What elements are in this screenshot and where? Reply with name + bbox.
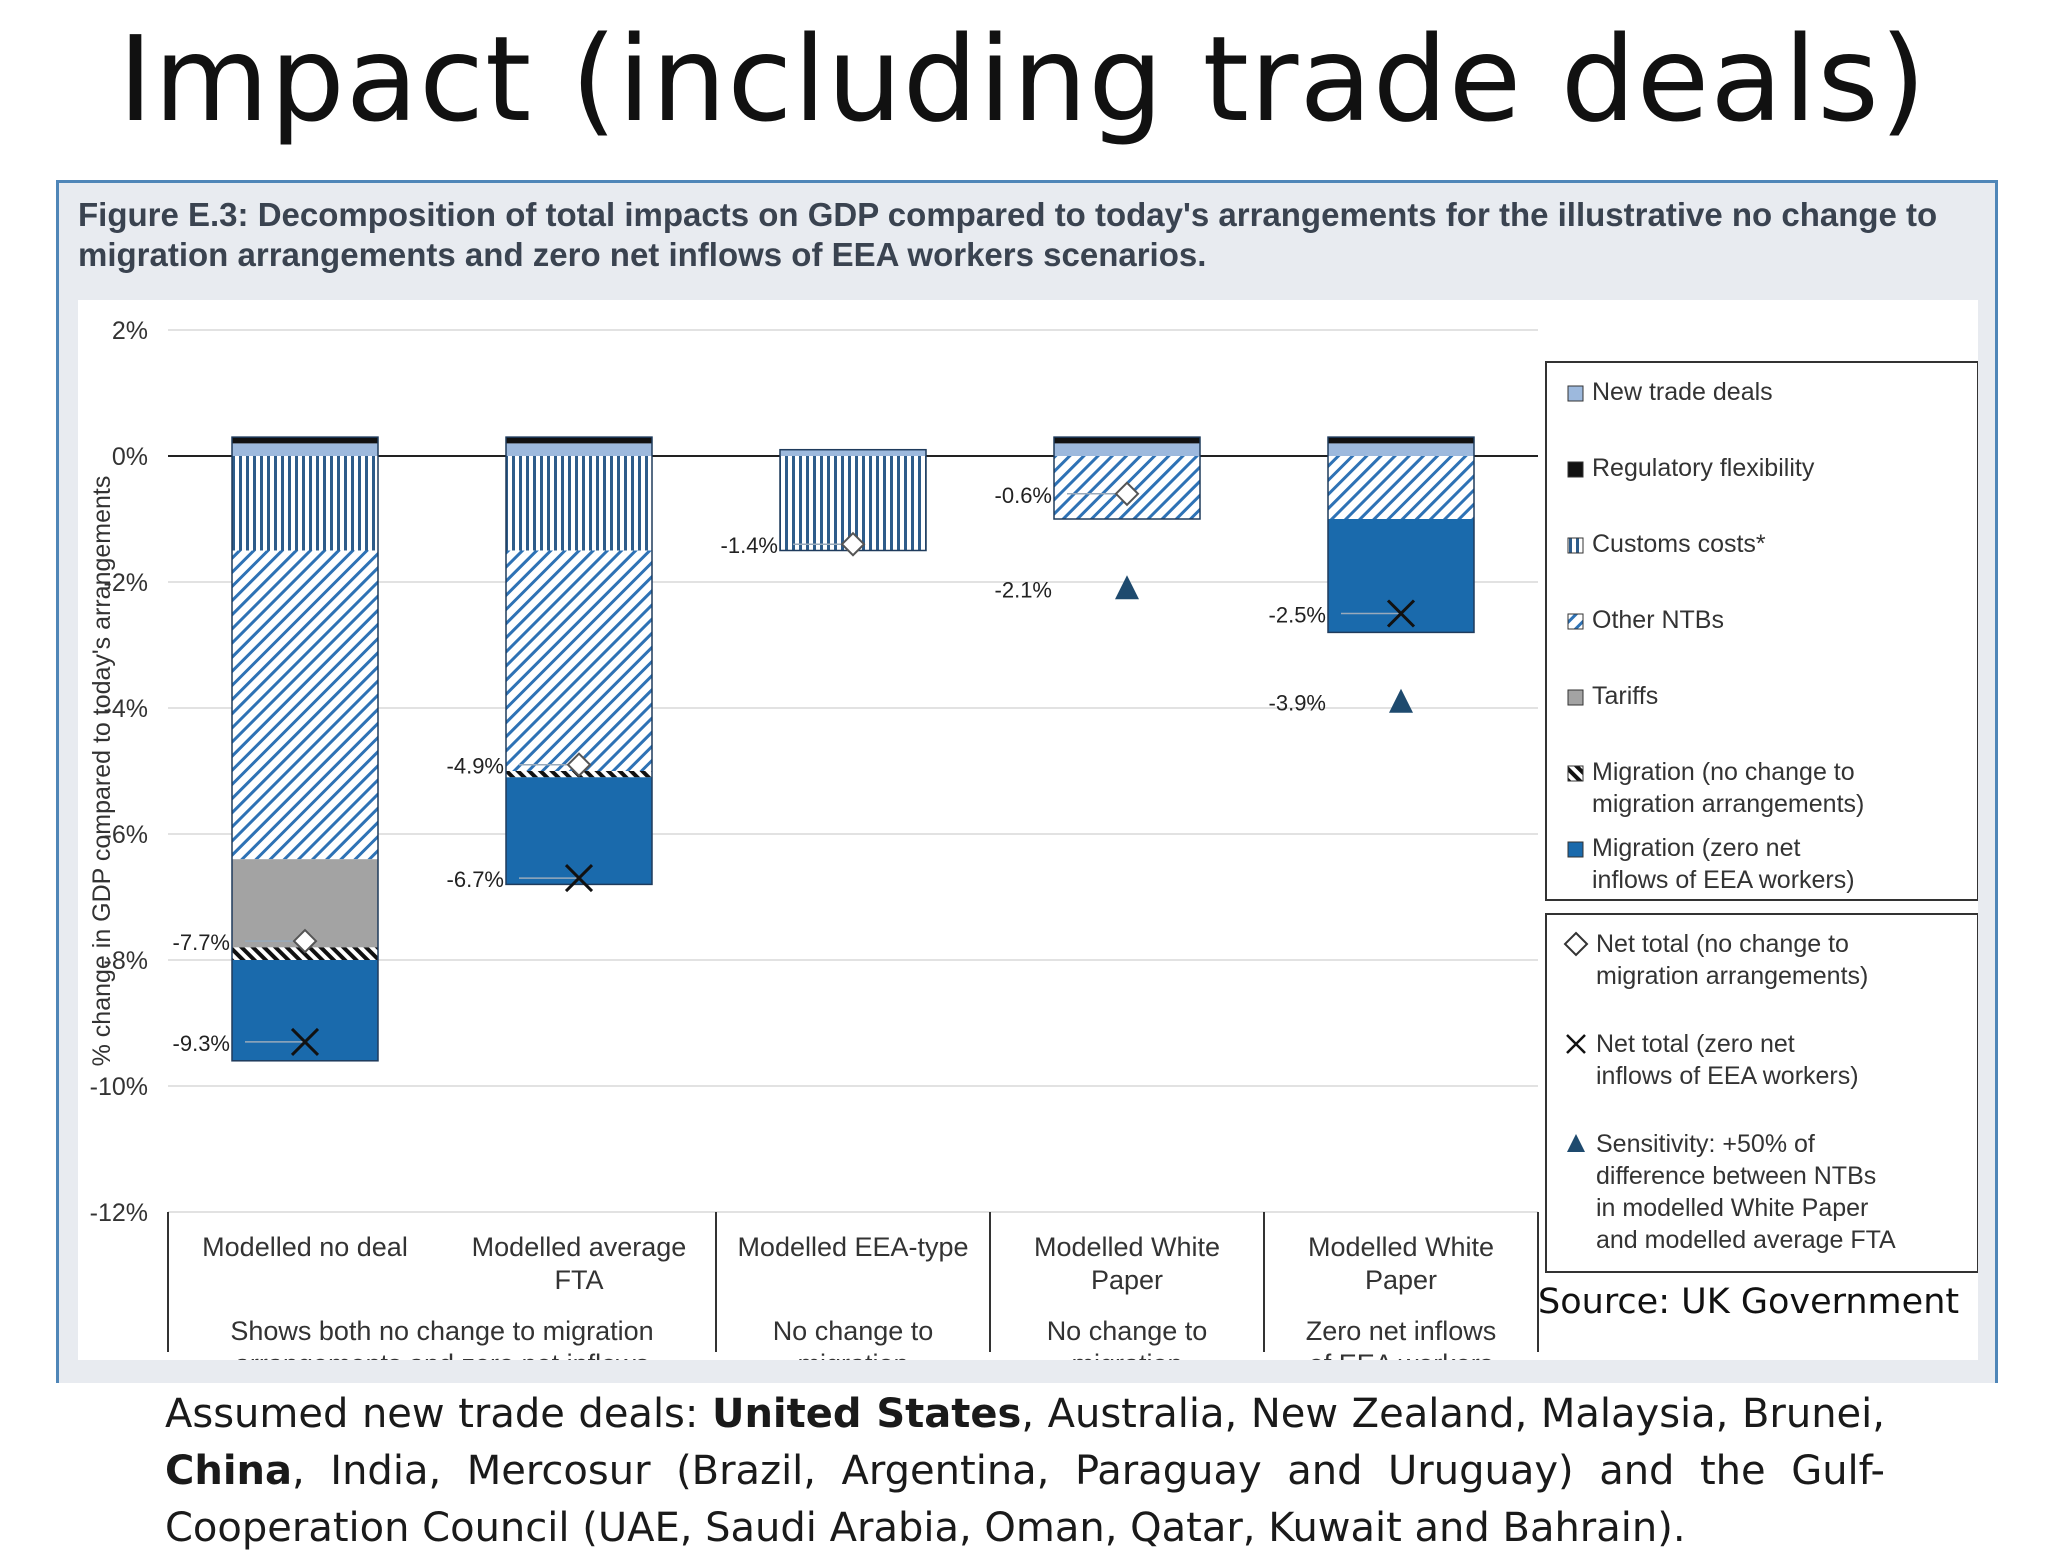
slide-title: Impact (including trade deals): [118, 10, 1927, 148]
legend-box-series: [1545, 361, 1978, 901]
category-label: Modelled EEA-type: [737, 1232, 968, 1262]
data-label: -6.7%: [447, 867, 504, 892]
y-tick-label: -4%: [104, 695, 148, 723]
bar-segment-new-trade-deals: [780, 449, 926, 456]
y-tick-label: -10%: [90, 1073, 148, 1101]
note-text: , Australia, New Zealand, Malaysia, Brun…: [1021, 1391, 1885, 1437]
gdp-impact-chart: -7.7% -4.9% -1.4% -0.6% -9.3% -6.7% -2.5% -2.1%…: [88, 317, 1978, 1360]
legend-label: New trade deals: [1592, 378, 1773, 406]
net-total-diamond-marker: [1114, 481, 1140, 507]
net-total-diamond-marker: [566, 752, 592, 778]
note-text: Assumed new trade deals:: [165, 1391, 712, 1437]
legend-label: Tariffs: [1592, 682, 1658, 710]
bar-segment-migration-zero-net-inflows-of-eea-workers: [506, 777, 652, 885]
source-credit: Source: UK Government: [1538, 1282, 1960, 1322]
net-total-cross-marker: [290, 1027, 320, 1056]
legend-label: Customs costs*: [1592, 530, 1766, 558]
legend-label: Migration (no change to migration arrange…: [1592, 758, 1864, 818]
bar-outline: [1327, 436, 1475, 634]
data-label: -0.6%: [995, 483, 1052, 508]
figure-caption: Figure E.3: Decomposition of total impac…: [78, 196, 1938, 273]
trade-deals-note: Assumed new trade deals: United States, …: [165, 1386, 1885, 1557]
note-highlight: United States: [711, 1391, 1022, 1437]
bar-segment-migration-no-change-to-migration-arrangements: [232, 947, 378, 960]
legend-label: Regulatory flexibility: [1592, 454, 1815, 482]
plot-panel: -7.7% -4.9% -1.4% -0.6% -9.3% -6.7% -2.5% -2.1%…: [78, 300, 1978, 1360]
bar-segment-other-ntbs: [1328, 456, 1474, 519]
bar-segment-regulatory-flexibility: [1328, 437, 1474, 444]
data-label: -4.9%: [447, 754, 504, 779]
legend-label: Other NTBs: [1592, 606, 1724, 634]
bar-segment-new-trade-deals: [506, 443, 652, 456]
y-tick-label: -2%: [104, 569, 148, 597]
legend-box-markers: [1545, 913, 1978, 1273]
bar-segment-regulatory-flexibility: [232, 437, 378, 444]
bar-outline: [1053, 436, 1201, 520]
data-label: -2.1%: [995, 577, 1052, 602]
legend-cross-icon: [1566, 1034, 1586, 1054]
bar-segment-new-trade-deals: [1328, 443, 1474, 456]
y-tick-label: 0%: [112, 443, 148, 471]
category-label: Modelled no deal: [202, 1232, 408, 1262]
bar-segment-migration-zero-net-inflows-of-eea-workers: [232, 960, 378, 1061]
legend-diamond-icon: [1563, 931, 1589, 957]
bar-outline: [505, 436, 653, 886]
net-total-diamond-marker: [292, 928, 318, 954]
bar-outline: [231, 436, 379, 1062]
data-label: -9.3%: [173, 1031, 230, 1056]
bar-segment-new-trade-deals: [232, 443, 378, 456]
category-label: Modelled White Paper: [1308, 1232, 1494, 1295]
note-text: , India, Mercosur (Brazil, Argentina, Pa…: [165, 1448, 1885, 1551]
legend-swatch: [1567, 613, 1584, 630]
note-highlight: China: [165, 1448, 293, 1494]
sensitivity-triangle-marker: [1115, 575, 1139, 600]
legend-swatch: [1567, 537, 1584, 554]
data-label: -2.5%: [1269, 603, 1326, 628]
legend-label: Net total (no change to migration arrange…: [1596, 930, 1868, 990]
category-label: Modelled average FTA: [472, 1232, 687, 1295]
y-tick-label: -12%: [90, 1199, 148, 1227]
bar-segment-regulatory-flexibility: [506, 437, 652, 444]
bar-segment-new-trade-deals: [1054, 443, 1200, 456]
legend-swatch: [1567, 461, 1584, 478]
legend-label: Migration (zero net inflows of EEA worker…: [1592, 834, 1855, 894]
data-label: -1.4%: [721, 533, 778, 558]
y-tick-label: -6%: [104, 821, 148, 849]
legend-label: Net total (zero net inflows of EEA worker…: [1596, 1030, 1859, 1090]
net-total-cross-marker: [564, 864, 594, 893]
legend-swatch: [1567, 841, 1584, 858]
y-tick-label: 2%: [112, 317, 148, 345]
bar-segment-customs-costs: [506, 456, 652, 551]
legend-triangle-icon: [1567, 1134, 1585, 1152]
bar-segment-other-ntbs: [232, 550, 378, 860]
net-total-cross-marker: [1386, 599, 1416, 628]
legend-label: Sensitivity: +50% of difference between N…: [1596, 1130, 1896, 1254]
sensitivity-triangle-marker: [1389, 688, 1413, 713]
bar-segment-customs-costs: [232, 456, 378, 551]
data-label: -7.7%: [173, 930, 230, 955]
y-tick-label: -8%: [104, 947, 148, 975]
legend-swatch: [1567, 385, 1584, 402]
bar-segment-other-ntbs: [506, 550, 652, 771]
data-label: -3.9%: [1269, 691, 1326, 716]
legend-swatch: [1567, 765, 1584, 782]
bar-segment-regulatory-flexibility: [1054, 437, 1200, 444]
category-group-label: Shows both no change to migrationarrange…: [229, 1316, 655, 1360]
net-total-diamond-marker: [840, 531, 866, 557]
y-axis-label: % change in GDP compared to today's arra…: [88, 476, 116, 1067]
category-label: Modelled White Paper: [1034, 1232, 1220, 1295]
legend-swatch: [1567, 689, 1584, 706]
